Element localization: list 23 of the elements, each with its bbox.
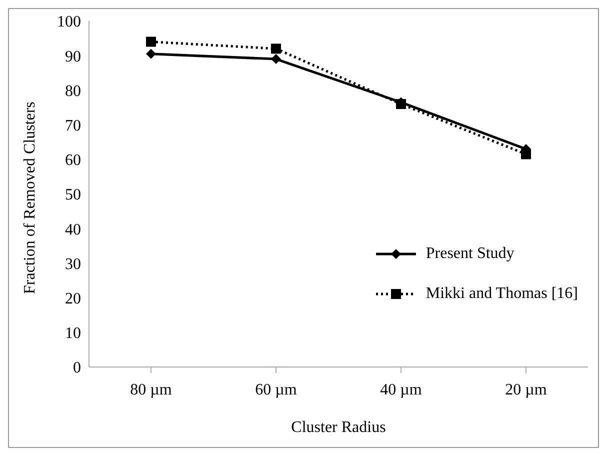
x-tick-label: 60 µm <box>255 381 298 398</box>
legend-label: Mikki and Thomas [16] <box>426 285 578 303</box>
y-tick-label: 20 <box>65 290 81 308</box>
y-tick-label: 30 <box>65 256 81 273</box>
point <box>146 48 156 59</box>
x-tick-label: 80 µm <box>130 381 172 398</box>
x-tick-label: 20 µm <box>505 381 548 398</box>
point <box>271 54 281 64</box>
x-tick-label: 40 µm <box>380 381 422 398</box>
y-tick-label: 0 <box>73 360 81 377</box>
y-tick-label: 70 <box>65 117 81 134</box>
point <box>271 44 281 54</box>
point <box>146 36 156 47</box>
y-tick-label: 90 <box>65 48 81 66</box>
y-tick-label: 100 <box>57 14 81 31</box>
y-tick-label: 60 <box>65 152 81 170</box>
y-axis-title: Fraction of Removed Clusters <box>22 102 39 294</box>
legend-label: Present Study <box>426 245 514 263</box>
y-tick-label: 40 <box>65 221 81 238</box>
y-tick-label: 50 <box>65 186 81 204</box>
y-tick-label: 10 <box>65 325 81 342</box>
x-axis-title: Cluster Radius <box>291 419 386 436</box>
y-tick-label: 80 <box>65 82 81 100</box>
